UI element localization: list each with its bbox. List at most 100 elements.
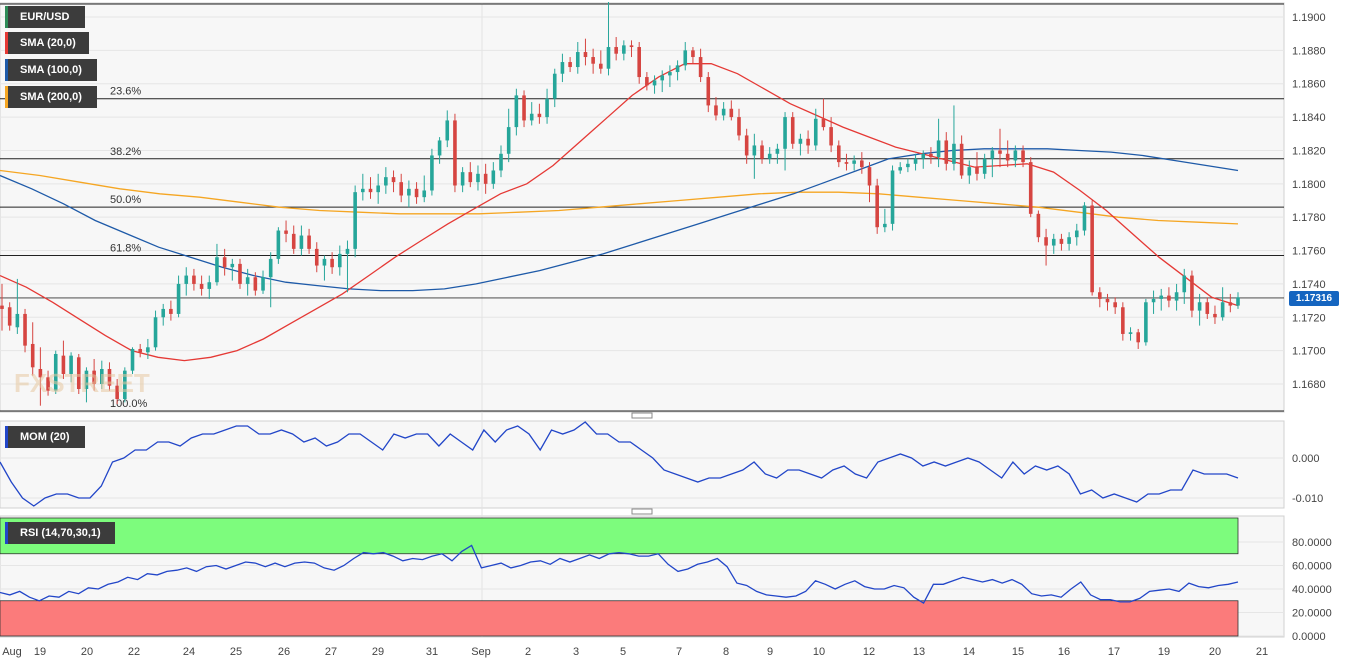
candle [268, 252, 273, 308]
legend-symbol[interactable]: EUR/USD [5, 6, 85, 28]
candle [322, 255, 327, 281]
x-tick-label: 16 [1058, 646, 1070, 658]
candle-body [537, 113, 542, 118]
rsi-overbought-zone [0, 517, 1239, 555]
candle [253, 272, 258, 296]
candle [998, 128, 1002, 168]
candle [460, 167, 465, 193]
x-tick-label: 8 [723, 646, 729, 658]
candle [545, 88, 549, 124]
candle [38, 347, 43, 406]
candle-body [714, 105, 718, 116]
candle-body [361, 188, 365, 193]
candle [936, 118, 941, 168]
candle [1005, 140, 1010, 168]
candle [1128, 327, 1133, 341]
candle-body [491, 170, 496, 184]
candle-body [599, 63, 603, 69]
current-price-label: 1.17316 [1295, 293, 1333, 304]
legend-mom[interactable]: MOM (20) [5, 426, 85, 448]
pane-divider-handle[interactable] [631, 508, 653, 515]
candle-body [944, 140, 949, 164]
x-tick-label: 13 [913, 646, 925, 658]
candle [790, 112, 795, 149]
candle-body [169, 308, 173, 314]
legend-sma100[interactable]: SMA (100,0) [5, 59, 97, 81]
price-tick-label: 1.1720 [1292, 312, 1326, 324]
candle [1220, 287, 1225, 321]
x-tick-label: 5 [620, 646, 626, 658]
candle-body [1021, 150, 1025, 163]
candle [414, 182, 419, 204]
x-tick-label: 26 [278, 646, 290, 658]
candle-body [1197, 302, 1202, 311]
candle [522, 90, 526, 128]
candle-body [1074, 230, 1079, 238]
candle-body [445, 120, 450, 141]
candle-body [729, 108, 734, 118]
mom-panel [0, 420, 1285, 509]
legend-sma200[interactable]: SMA (200,0) [5, 86, 97, 108]
candle-body [100, 368, 104, 384]
x-tick-label: 20 [1209, 646, 1221, 658]
candle [622, 40, 626, 61]
candle-body [314, 248, 319, 266]
candle [591, 48, 595, 74]
candle [806, 130, 810, 154]
candle [1174, 283, 1179, 311]
candle-body [92, 370, 96, 384]
candle [606, 1, 611, 76]
candle-body [330, 258, 334, 268]
candle [614, 37, 618, 61]
candle-body [284, 230, 288, 234]
price-tick-label: 1.1860 [1292, 79, 1326, 91]
candle-body [952, 143, 956, 164]
candle [860, 152, 864, 174]
legend-sma20[interactable]: SMA (20,0) [5, 32, 89, 54]
candle-body [852, 160, 856, 164]
candle-body [1205, 302, 1210, 314]
candle [76, 353, 81, 395]
x-tick-label: 29 [372, 646, 384, 658]
candle-body [744, 135, 749, 156]
sma100-line [0, 148, 1239, 292]
legend-rsi[interactable]: RSI (14,70,30,1) [5, 522, 115, 544]
candle [207, 275, 212, 299]
candle-body [614, 47, 618, 54]
candle [445, 110, 450, 148]
candle [376, 173, 380, 204]
candle [1044, 228, 1048, 266]
candle-body [1136, 332, 1140, 343]
candle [1013, 145, 1018, 168]
x-tick-label: 24 [183, 646, 195, 658]
legend-symbol-label: EUR/USD [20, 11, 70, 23]
candle [130, 347, 135, 374]
price-tick-label: 1.1900 [1292, 12, 1326, 24]
candle [307, 228, 311, 254]
candle-body [115, 385, 119, 400]
fib-label: 38.2% [110, 146, 141, 158]
candle-body [230, 263, 235, 268]
candle-body [107, 368, 112, 386]
candle-body [414, 188, 419, 198]
candle-body [138, 348, 142, 353]
candle-body [376, 185, 380, 193]
x-tick-label: 3 [573, 646, 579, 658]
candle-body [1044, 237, 1048, 246]
candle-body [1190, 275, 1194, 311]
candle-body [898, 167, 903, 171]
candle-body [1121, 307, 1125, 334]
candle-body [184, 275, 189, 284]
candle [169, 300, 173, 321]
candle-body [1090, 205, 1094, 293]
mom-tick-label: -0.010 [1292, 493, 1323, 505]
candle-body [7, 307, 12, 326]
candle-body [368, 188, 373, 193]
legend-rsi-label: RSI (14,70,30,1) [20, 527, 101, 539]
price-tick-label: 1.1760 [1292, 246, 1326, 258]
pane-divider-handle[interactable] [631, 412, 653, 419]
candle-body [860, 160, 864, 168]
candle-body [1167, 295, 1171, 301]
candle [683, 42, 688, 71]
